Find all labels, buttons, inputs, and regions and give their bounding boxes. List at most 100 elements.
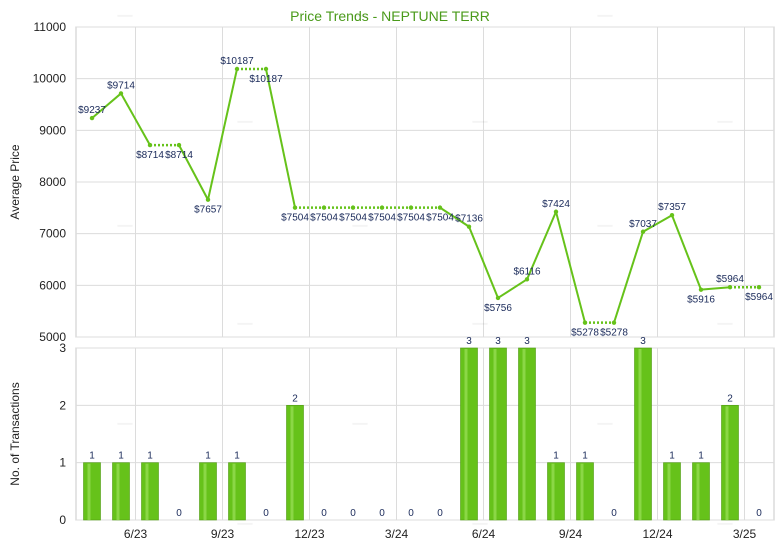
price-point — [263, 66, 269, 72]
transaction-bar-highlight — [551, 463, 555, 520]
watermark: 一 — [117, 7, 133, 26]
price-line-segment — [613, 231, 644, 323]
price-data-label: $7504 — [310, 213, 338, 224]
price-point — [524, 277, 530, 282]
transaction-data-label: 0 — [756, 508, 762, 519]
transaction-bar — [634, 347, 652, 521]
price-data-label: $7357 — [658, 202, 686, 213]
watermark: 一 — [117, 415, 133, 434]
transaction-bar-highlight — [87, 463, 91, 520]
price-data-label: $8714 — [136, 150, 164, 161]
transactions-y-tick-label: 1 — [59, 456, 66, 470]
transaction-bar-highlight — [145, 463, 149, 520]
price-gridlines — [76, 26, 774, 338]
price-point — [698, 287, 704, 292]
price-y-tick-label: 11000 — [34, 20, 67, 34]
chart-title: Price Trends - NEPTUNE TERR — [290, 8, 490, 24]
price-point — [495, 295, 501, 301]
price-data-label: $7424 — [542, 199, 570, 210]
price-data-label: $7037 — [629, 219, 657, 230]
price-data-label: $5964 — [745, 292, 773, 303]
watermark: 一 — [597, 415, 613, 434]
transaction-data-label: 3 — [524, 336, 530, 347]
transaction-data-label: 1 — [669, 451, 675, 462]
watermark: 一 — [472, 515, 488, 534]
transaction-data-label: 3 — [640, 336, 646, 347]
price-data-label: $7504 — [281, 213, 309, 224]
x-tick-label: 9/23 — [211, 527, 235, 541]
transaction-bar-highlight — [232, 463, 236, 520]
x-tick-label: 6/24 — [472, 527, 496, 541]
price-point — [321, 205, 327, 210]
watermark: 一 — [472, 113, 488, 132]
transactions-y-axis-label: No. of Transactions — [8, 382, 22, 485]
transaction-bar-highlight — [116, 463, 120, 520]
price-data-labels: $9237 $9714 $8714 $8714 $7657 $10187 $10187 $75… — [78, 56, 773, 339]
price-point — [466, 224, 472, 229]
transaction-data-label: 1 — [147, 451, 153, 462]
transaction-data-label: 3 — [466, 336, 472, 347]
watermark: 一 — [117, 217, 133, 236]
transaction-data-label: 0 — [437, 508, 443, 519]
price-data-label: $7504 — [397, 213, 425, 224]
watermark: 一 — [237, 315, 253, 334]
transaction-bar — [489, 347, 507, 521]
price-y-ticks: 5000 6000 7000 8000 9000 10000 11000 — [33, 20, 67, 344]
price-data-label: $9714 — [107, 80, 135, 91]
transaction-data-label: 1 — [234, 451, 240, 462]
price-data-label: $5278 — [600, 328, 628, 339]
price-line-segment — [671, 214, 702, 291]
transaction-bar-highlight — [493, 349, 497, 520]
price-data-label: $9237 — [78, 105, 106, 116]
transactions-y-tick-label: 3 — [59, 341, 66, 355]
transactions-panel: 0 1 2 3 1 1 1 0 1 1 0 2 0 0 0 0 0 3 3 3 1 1 0 3 1 1 2 0 No. of Tra… — [8, 336, 775, 527]
price-point — [553, 209, 559, 214]
watermark: 一 — [237, 113, 253, 132]
watermark: 一 — [717, 515, 733, 534]
transaction-data-label: 0 — [408, 508, 414, 519]
transaction-data-label: 3 — [495, 336, 501, 347]
transaction-data-label: 1 — [118, 451, 124, 462]
price-line — [91, 67, 759, 324]
price-data-label: $5278 — [571, 328, 599, 339]
transaction-data-label: 2 — [292, 393, 298, 404]
x-tick-label: 6/23 — [124, 527, 148, 541]
transaction-data-label: 0 — [321, 508, 327, 519]
transaction-bar-highlight — [696, 463, 700, 520]
transaction-bar — [141, 462, 159, 521]
price-point — [205, 197, 211, 202]
transaction-bar-highlight — [464, 349, 468, 520]
price-point — [640, 229, 646, 234]
transaction-bar — [518, 347, 536, 521]
transaction-data-label: 1 — [553, 451, 559, 462]
price-panel: 5000 6000 7000 8000 9000 10000 11000 $9237 $971… — [8, 20, 775, 344]
watermarks: 一一一一一一一一一一一一一一一一一一 — [117, 7, 733, 534]
price-data-label: $5964 — [716, 274, 744, 285]
watermark: 一 — [352, 7, 368, 26]
transaction-bar-highlight — [580, 463, 584, 520]
price-data-label: $7136 — [455, 214, 483, 225]
transaction-data-label: 0 — [611, 508, 617, 519]
price-y-tick-label: 6000 — [39, 278, 66, 292]
price-point — [756, 284, 762, 290]
price-point — [292, 205, 298, 210]
price-point — [89, 115, 95, 121]
transaction-bar — [547, 462, 565, 521]
watermark: 一 — [717, 113, 733, 132]
watermark: 一 — [597, 7, 613, 26]
transaction-bar-highlight — [667, 463, 671, 520]
price-data-label: $10187 — [249, 74, 283, 85]
price-point — [582, 320, 588, 325]
x-tick-label: 12/24 — [642, 527, 672, 541]
transaction-bar — [286, 405, 304, 521]
x-tick-label: 3/24 — [385, 527, 409, 541]
watermark: 一 — [472, 315, 488, 334]
transaction-bar — [663, 462, 681, 521]
transaction-bar-highlight — [522, 349, 526, 520]
price-y-tick-label: 9000 — [39, 123, 66, 137]
x-axis-ticks: 6/23 9/23 12/23 3/24 6/24 9/24 12/24 3/25 — [124, 527, 757, 541]
price-data-label: $8714 — [165, 150, 193, 161]
watermark: 一 — [352, 217, 368, 236]
price-data-label: $7504 — [426, 213, 454, 224]
